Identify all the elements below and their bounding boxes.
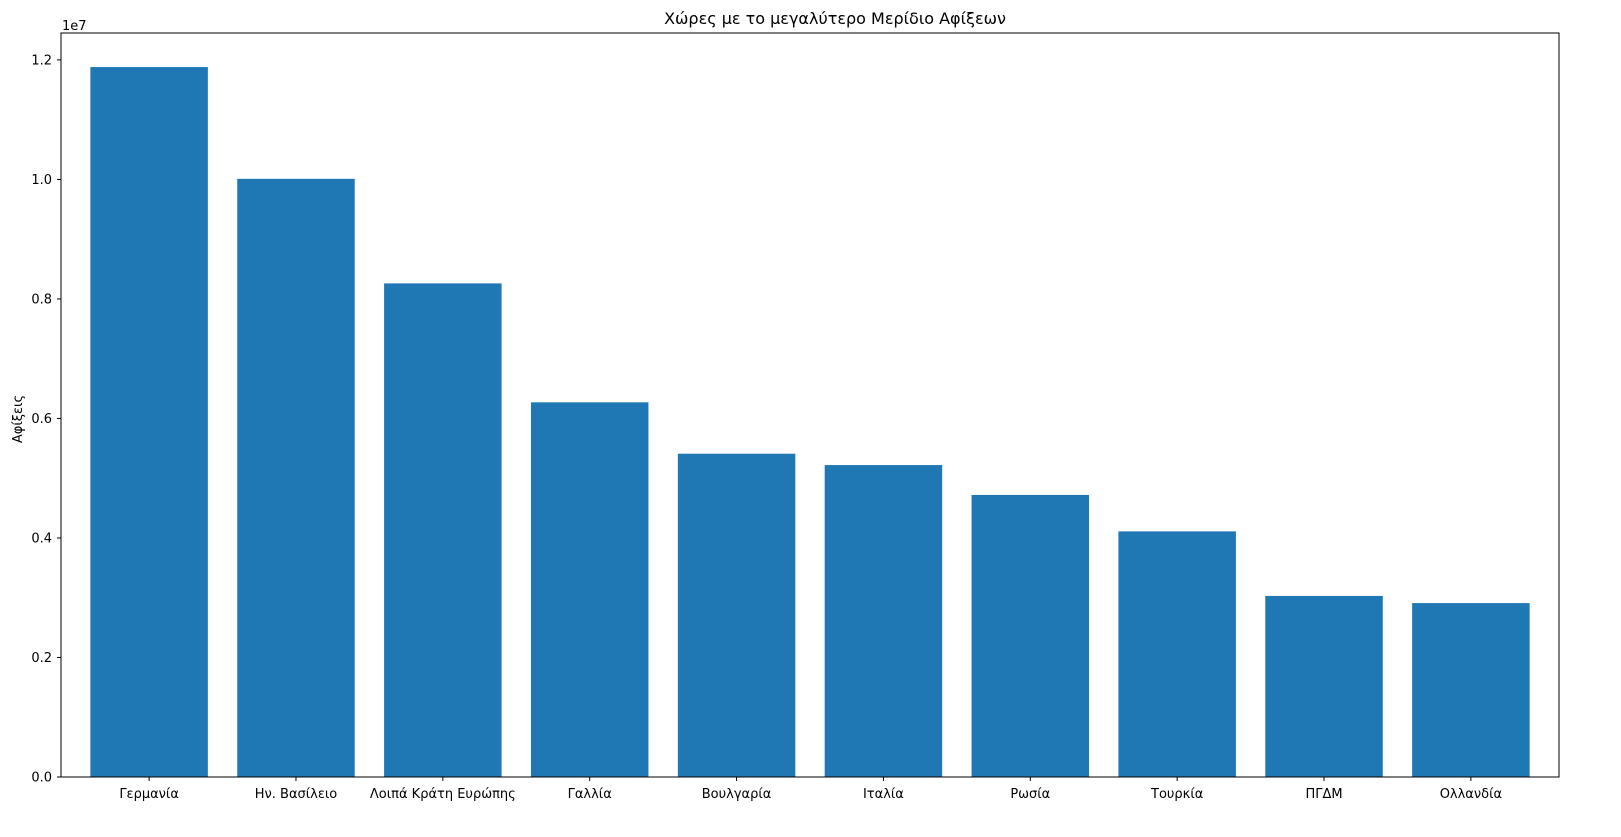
y-tick-label: 0.4: [31, 531, 52, 546]
y-tick-label: 1.2: [31, 53, 52, 68]
bar: [90, 67, 208, 777]
x-tick-label: Ρωσία: [1010, 787, 1050, 802]
bars-group: [90, 67, 1530, 777]
x-tick-label: Τουρκία: [1150, 787, 1203, 802]
bar: [1412, 603, 1530, 777]
plot-frame: [60, 32, 1560, 778]
bar: [1118, 531, 1236, 777]
y-tick-label: 0.8: [31, 292, 52, 307]
bar: [1265, 595, 1383, 777]
bar: [677, 453, 796, 777]
y-axis-label: Αφίξεις: [11, 395, 26, 443]
x-tick-label: Λοιπά Κράτη Ευρώπης: [370, 787, 516, 802]
x-axis-ticks: Γερμανία Ην. Βασίλειο Λοιπά Κράτη Ευρώπης Γ…: [119, 777, 1502, 802]
bar: [971, 494, 1090, 777]
x-tick-label: Γαλλία: [568, 787, 612, 802]
bar: [824, 465, 943, 777]
y-tick-label: 0.2: [31, 651, 52, 666]
bar: [384, 283, 502, 777]
y-tick-label: 0.6: [31, 412, 52, 427]
x-tick-label: ΠΓΔΜ: [1305, 787, 1342, 802]
y-axis-scale-note: 1e7: [62, 19, 87, 34]
x-tick-label: Βουλγαρία: [702, 787, 772, 802]
x-tick-label: Ην. Βασίλειο: [255, 787, 338, 802]
y-axis-ticks: 0.0 0.2 0.4 0.6 0.8 1.0 1.2: [31, 53, 61, 786]
x-tick-label: Γερμανία: [119, 787, 179, 802]
x-tick-label: Ιταλία: [863, 787, 904, 802]
bar: [237, 178, 355, 777]
x-tick-label: Ολλανδία: [1440, 787, 1502, 802]
chart-title: Χώρες με το μεγαλύτερο Μερίδιο Αφίξεων: [664, 9, 1006, 28]
y-tick-label: 0.0: [31, 771, 52, 786]
y-tick-label: 1.0: [31, 173, 52, 188]
bar: [530, 402, 649, 777]
